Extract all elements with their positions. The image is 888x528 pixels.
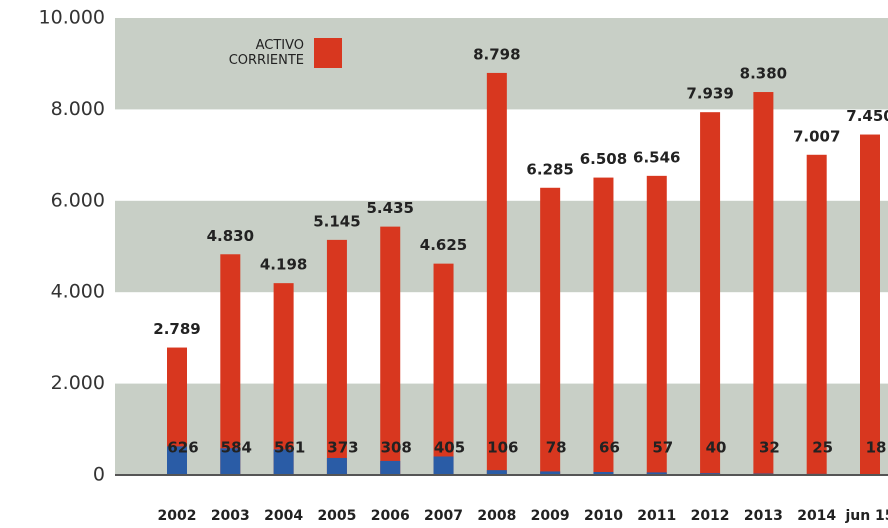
x-tick-label: 2004 <box>264 508 303 524</box>
value-label: 6.285 <box>526 160 573 178</box>
x-tick-label: 2014 <box>797 508 836 524</box>
x-tick-label: 2010 <box>584 508 623 524</box>
bar <box>860 134 880 475</box>
value-label: 106 <box>487 439 518 457</box>
x-tick-label: 2008 <box>477 508 516 524</box>
bar <box>486 72 507 475</box>
value-label: 4.198 <box>260 256 307 274</box>
value-label: 2.789 <box>153 320 200 338</box>
value-label: 7.939 <box>686 85 733 103</box>
legend-swatch <box>314 38 342 68</box>
value-label: 561 <box>274 439 305 457</box>
bar <box>540 471 561 475</box>
bar <box>433 456 454 475</box>
value-label: 25 <box>812 439 833 457</box>
value-label: 373 <box>327 439 358 457</box>
bar <box>167 446 187 475</box>
bar <box>700 112 721 476</box>
x-tick-label: 2013 <box>744 508 783 524</box>
bar <box>326 457 347 475</box>
value-label: 57 <box>652 439 673 457</box>
bar <box>486 470 507 475</box>
value-label: 4.625 <box>420 236 467 254</box>
y-tick-label: 8.000 <box>51 98 105 120</box>
value-label: 40 <box>706 439 727 457</box>
bar <box>753 92 774 475</box>
legend-label: ACTIVO CORRIENTE <box>228 38 304 68</box>
value-label: 626 <box>167 439 198 457</box>
bar <box>273 449 294 475</box>
bar <box>593 177 614 475</box>
value-label: 5.145 <box>313 212 360 230</box>
value-label: 8.798 <box>473 45 520 63</box>
bar <box>326 239 347 475</box>
bar <box>540 187 561 475</box>
value-label: 308 <box>381 439 412 457</box>
bar <box>273 283 294 475</box>
bar <box>380 226 401 475</box>
value-label: 584 <box>221 439 252 457</box>
value-label: 4.830 <box>207 227 254 245</box>
value-label: 78 <box>546 439 567 457</box>
x-tick-label: 2011 <box>637 508 676 524</box>
x-tick-label: 2005 <box>317 508 356 524</box>
x-tick-label: 2003 <box>211 508 250 524</box>
legend: ACTIVO CORRIENTE <box>200 38 342 68</box>
value-label: 5.435 <box>367 199 414 217</box>
bar <box>167 347 187 475</box>
value-label: 7.450 <box>846 107 888 125</box>
value-label: 18 <box>866 439 887 457</box>
bar <box>593 471 614 475</box>
value-label: 32 <box>759 439 780 457</box>
x-tick-label: 2012 <box>691 508 730 524</box>
bar <box>646 472 667 475</box>
x-tick-label: 2006 <box>371 508 410 524</box>
y-tick-label: 4.000 <box>51 281 105 303</box>
y-tick-label: 2.000 <box>51 372 105 394</box>
value-label: 8.380 <box>740 65 787 83</box>
value-label: 66 <box>599 439 620 457</box>
x-tick-label: 2007 <box>424 508 463 524</box>
x-tick-label: 2009 <box>531 508 570 524</box>
value-label: 405 <box>434 439 465 457</box>
bar <box>220 448 241 475</box>
y-tick-label: 6.000 <box>51 189 105 211</box>
bar <box>380 460 401 475</box>
value-label: 7.007 <box>793 127 840 145</box>
y-tick-label: 0 <box>93 464 105 486</box>
x-tick-label: 2002 <box>158 508 197 524</box>
bar <box>646 175 667 476</box>
value-label: 6.546 <box>633 148 680 166</box>
bar <box>806 154 827 476</box>
bar <box>433 263 454 475</box>
bar <box>220 254 241 475</box>
y-tick-label: 10.000 <box>39 7 105 29</box>
value-label: 6.508 <box>580 150 627 168</box>
x-tick-label: jun 15 <box>844 508 888 524</box>
